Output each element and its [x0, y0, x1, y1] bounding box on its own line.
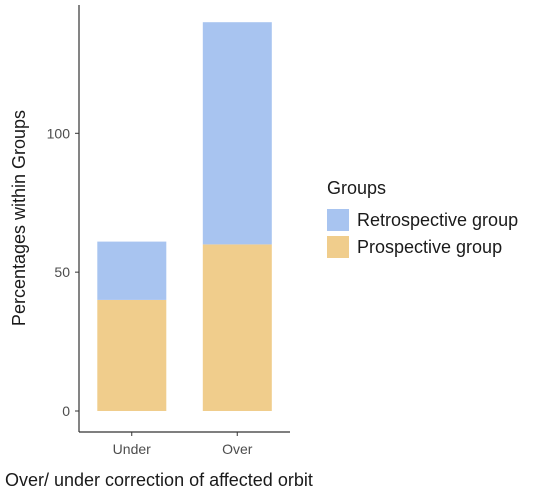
y-tick-label: 0	[62, 403, 70, 419]
y-tick-label: 100	[47, 125, 71, 141]
x-tick-label: Over	[222, 441, 253, 457]
bar-over-retrospective-group	[202, 22, 272, 245]
bar-under-retrospective-group	[97, 241, 167, 300]
y-axis-title: Percentages within Groups	[9, 110, 29, 326]
bar-under-prospective-group	[97, 299, 167, 411]
bar-over-prospective-group	[202, 244, 272, 411]
x-ticks-layer: Under Over	[113, 432, 253, 457]
legend-swatch	[327, 236, 349, 258]
y-tick-label: 50	[54, 264, 70, 280]
legend-label: Retrospective group	[357, 210, 518, 230]
legend-label: Prospective group	[357, 237, 502, 257]
legend-items: Retrospective group Prospective group	[327, 209, 518, 258]
bars-layer	[97, 22, 272, 411]
legend-swatch	[327, 209, 349, 231]
legend: Groups Retrospective group Prospective gr…	[327, 178, 518, 258]
x-axis-title: Over/ under correction of affected orbit	[5, 470, 313, 490]
legend-title: Groups	[327, 178, 386, 198]
y-ticks-layer: 0 50 100	[47, 125, 79, 419]
x-tick-label: Under	[113, 441, 151, 457]
